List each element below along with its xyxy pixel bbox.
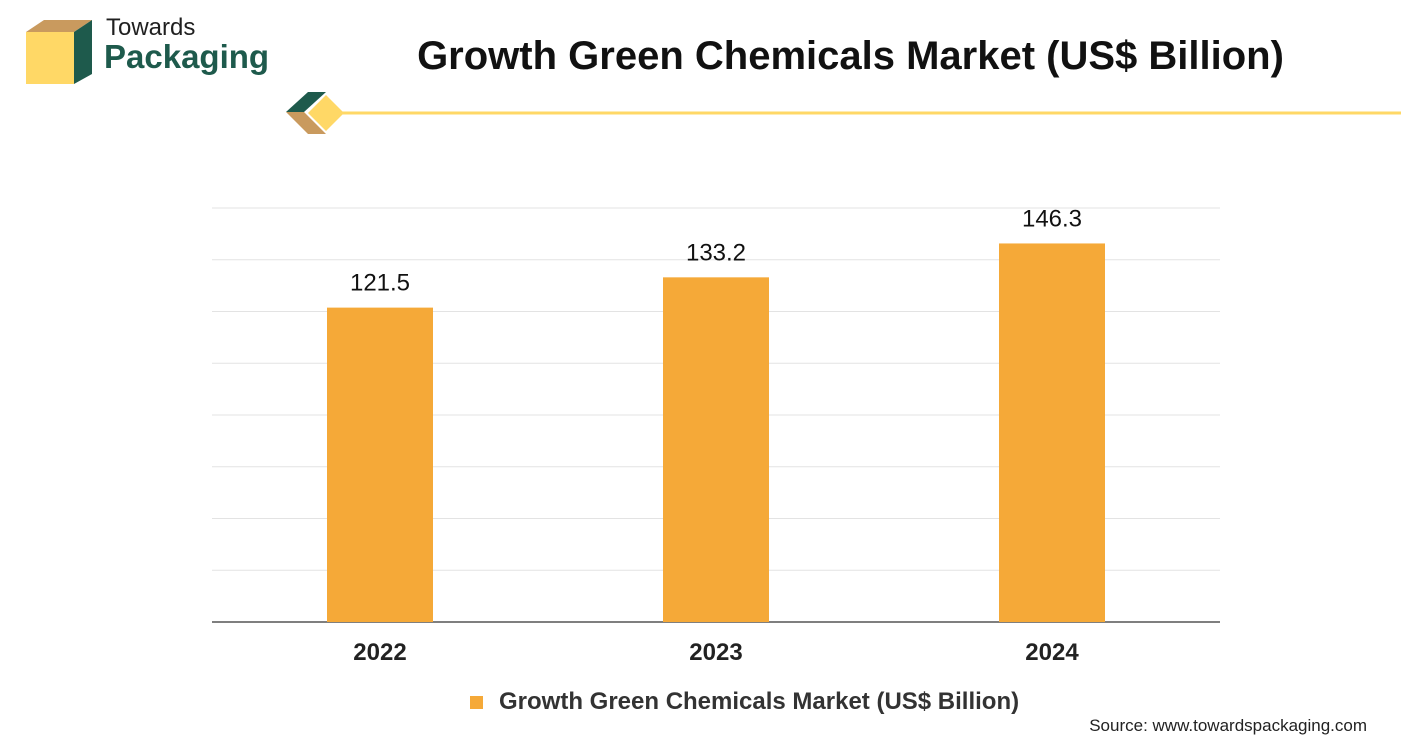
data-label-2023: 133.2 [686,239,746,266]
brand-logo: Towards Packaging [22,14,282,86]
chart-title: Growth Green Chemicals Market (US$ Billi… [417,34,1284,78]
divider-chevron-top [286,92,326,112]
bar-2024 [999,243,1105,623]
data-label-2024: 146.3 [1022,205,1082,232]
legend-swatch [470,695,483,709]
brand-name-bottom: Packaging [104,38,270,75]
data-label-2022: 121.5 [350,270,410,297]
brand-name-top: Towards [106,14,196,41]
x-tick-label-2022: 2022 [353,639,406,666]
box-logo-icon [26,20,92,84]
title-divider [286,92,1401,134]
source-note: Source: www.towardspackaging.com [1089,716,1367,735]
divider-diamond [308,95,344,131]
bar-2023 [663,277,769,622]
x-tick-label-2024: 2024 [1025,639,1079,666]
divider-chevron-bottom [286,112,326,134]
chart-legend: Growth Green Chemicals Market (US$ Billi… [470,686,1019,718]
legend-label: Growth Green Chemicals Market (US$ Billi… [499,688,1020,715]
x-tick-label-2023: 2023 [689,639,742,666]
bar-2022 [327,307,433,622]
